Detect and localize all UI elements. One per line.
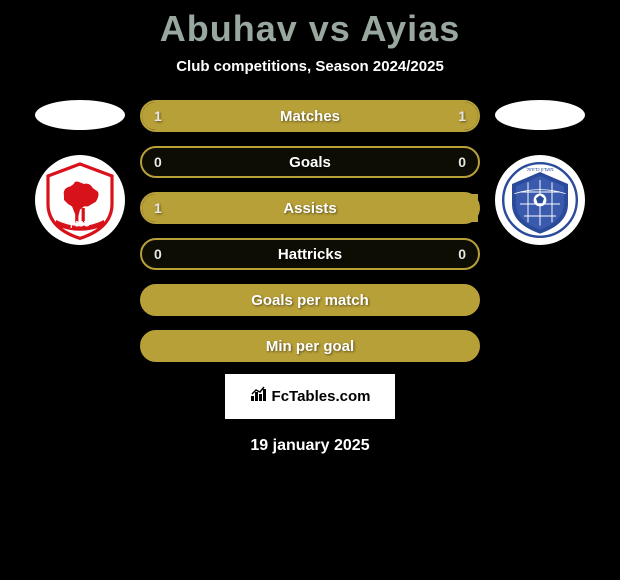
- stat-left-value: 1: [154, 200, 162, 216]
- stat-label: Assists: [283, 200, 336, 217]
- stat-label: Goals per match: [251, 292, 369, 309]
- stat-label: Hattricks: [278, 246, 342, 263]
- right-player-avatar: [495, 100, 585, 130]
- right-club-badge: מועדון כדורגל: [495, 155, 585, 245]
- left-player-avatar: [35, 100, 125, 130]
- stats-bars: 1 Matches 1 0 Goals 0 1 Assists 0 Hattricks 0 Goals…: [140, 100, 480, 362]
- comparison-row: סכנין 1 Matches 1 0 Goals 0 1 Assists 0 Hattricks…: [0, 100, 620, 362]
- stat-bar-min-per-goal: Min per goal: [140, 330, 480, 362]
- stat-right-value: 0: [458, 154, 466, 170]
- svg-text:סכנין: סכנין: [70, 218, 90, 228]
- stat-right-value: 0: [458, 246, 466, 262]
- page-title: Abuhav vs Ayias: [160, 8, 460, 50]
- subtitle: Club competitions, Season 2024/2025: [176, 58, 444, 75]
- stat-bar-hattricks: 0 Hattricks 0: [140, 238, 480, 270]
- watermark-text: FcTables.com: [272, 388, 371, 405]
- stat-bar-assists: 1 Assists: [140, 192, 480, 224]
- date-text: 19 january 2025: [250, 437, 369, 455]
- stat-left-value: 0: [154, 246, 162, 262]
- chart-icon: [250, 386, 268, 407]
- left-club-badge: סכנין: [35, 155, 125, 245]
- stat-left-value: 1: [154, 108, 162, 124]
- stat-label: Goals: [289, 154, 331, 171]
- watermark-badge: FcTables.com: [225, 374, 395, 419]
- left-club-crest-icon: סכנין: [40, 160, 120, 240]
- stat-label: Min per goal: [266, 338, 354, 355]
- stat-bar-matches: 1 Matches 1: [140, 100, 480, 132]
- stat-right-value: 1: [458, 108, 466, 124]
- right-player-col: מועדון כדורגל: [490, 100, 590, 245]
- stat-bar-goals: 0 Goals 0: [140, 146, 480, 178]
- left-player-col: סכנין: [30, 100, 130, 245]
- right-club-crest-icon: מועדון כדורגל: [500, 160, 580, 240]
- stat-bar-goals-per-match: Goals per match: [140, 284, 480, 316]
- stat-left-value: 0: [154, 154, 162, 170]
- stat-label: Matches: [280, 108, 340, 125]
